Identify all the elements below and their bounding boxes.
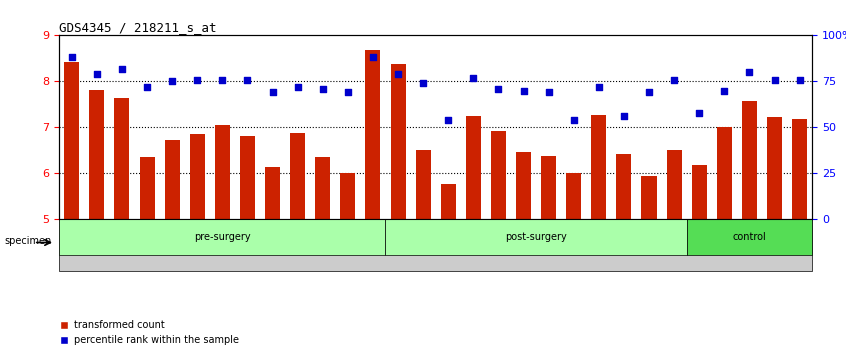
FancyBboxPatch shape bbox=[386, 219, 687, 255]
Point bbox=[717, 88, 731, 93]
Point bbox=[91, 71, 103, 77]
Point bbox=[140, 84, 154, 90]
Point bbox=[216, 77, 229, 82]
Bar bbox=[466, 116, 481, 219]
Point bbox=[692, 110, 706, 115]
Point bbox=[391, 71, 404, 77]
Text: specimen: specimen bbox=[4, 236, 52, 246]
Bar bbox=[240, 136, 255, 219]
Point bbox=[416, 80, 430, 86]
Point bbox=[642, 90, 656, 95]
Point bbox=[165, 79, 179, 84]
Bar bbox=[491, 131, 506, 219]
Bar bbox=[415, 149, 431, 219]
Point bbox=[291, 84, 305, 90]
Bar bbox=[290, 133, 305, 219]
Point bbox=[65, 55, 79, 60]
Point bbox=[115, 66, 129, 72]
Point bbox=[567, 117, 580, 123]
Point bbox=[793, 77, 806, 82]
Point bbox=[341, 90, 354, 95]
Bar bbox=[391, 64, 405, 219]
Bar bbox=[767, 117, 782, 219]
Bar bbox=[365, 50, 381, 219]
Bar bbox=[441, 184, 456, 219]
Point bbox=[667, 77, 681, 82]
Bar bbox=[742, 101, 757, 219]
Bar bbox=[64, 62, 80, 219]
Bar bbox=[566, 172, 581, 219]
Bar bbox=[641, 176, 656, 219]
Point bbox=[541, 90, 555, 95]
Bar bbox=[90, 90, 104, 219]
Bar bbox=[516, 152, 531, 219]
FancyBboxPatch shape bbox=[687, 219, 812, 255]
Bar bbox=[617, 154, 631, 219]
FancyBboxPatch shape bbox=[59, 219, 386, 255]
Point bbox=[366, 55, 380, 60]
Bar bbox=[340, 172, 355, 219]
Bar bbox=[692, 165, 706, 219]
Point bbox=[617, 114, 630, 119]
Point bbox=[466, 75, 480, 81]
Point bbox=[492, 86, 505, 92]
Bar bbox=[316, 157, 330, 219]
Text: pre-surgery: pre-surgery bbox=[194, 232, 250, 242]
Text: GDS4345 / 218211_s_at: GDS4345 / 218211_s_at bbox=[59, 21, 217, 34]
Point bbox=[266, 90, 279, 95]
Bar bbox=[140, 157, 155, 219]
Bar bbox=[114, 97, 129, 219]
Bar bbox=[667, 149, 682, 219]
Point bbox=[517, 88, 530, 93]
Point bbox=[743, 69, 756, 75]
Legend: transformed count, percentile rank within the sample: transformed count, percentile rank withi… bbox=[56, 316, 243, 349]
Bar bbox=[265, 166, 280, 219]
Bar bbox=[717, 126, 732, 219]
Text: post-surgery: post-surgery bbox=[505, 232, 567, 242]
Bar bbox=[165, 140, 179, 219]
Point bbox=[442, 117, 455, 123]
Point bbox=[190, 77, 204, 82]
Text: control: control bbox=[733, 232, 766, 242]
Bar bbox=[215, 125, 230, 219]
Point bbox=[592, 84, 606, 90]
Bar bbox=[190, 135, 205, 219]
Bar bbox=[591, 115, 607, 219]
Point bbox=[767, 77, 781, 82]
Point bbox=[316, 86, 329, 92]
Bar bbox=[541, 156, 556, 219]
Bar bbox=[59, 219, 812, 271]
Point bbox=[240, 77, 254, 82]
Bar bbox=[792, 119, 807, 219]
